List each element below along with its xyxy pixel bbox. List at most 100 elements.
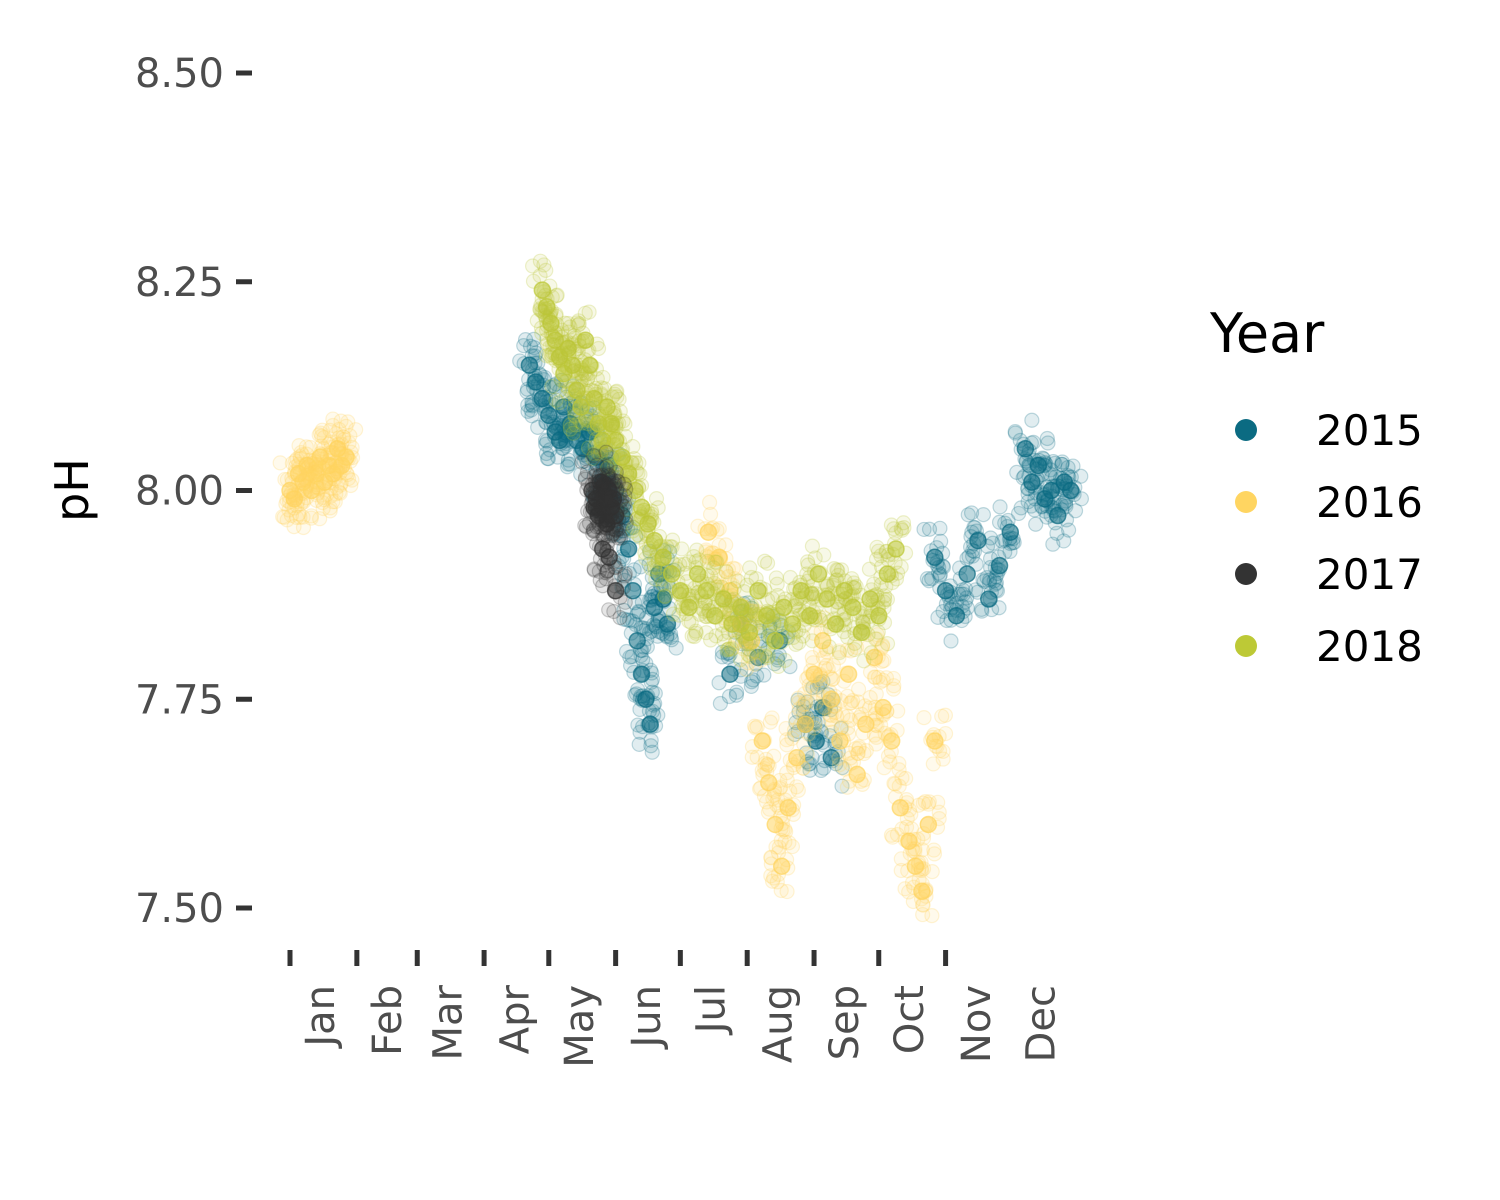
data-point-jitter [566,343,583,359]
data-point-jitter [633,620,649,636]
data-point-jitter [703,632,719,648]
data-point-jitter [982,591,998,607]
data-point-jitter [815,650,832,666]
data-point-jitter [718,564,734,580]
data-point-jitter [901,802,918,818]
data-point-jitter [614,492,630,508]
data-point-jitter [757,755,773,772]
data-point-jitter [591,538,608,555]
data-point-jitter [560,418,577,434]
data-point [839,665,858,683]
data-point-jitter [544,378,560,394]
data-point-jitter [845,754,862,770]
data-point-jitter [839,708,856,725]
data-point-jitter [582,365,598,381]
data-point-jitter [709,522,725,538]
data-point-jitter [691,584,707,600]
data-point-jitter [573,466,589,482]
data-point-jitter [879,591,896,607]
data-point-jitter [1035,451,1052,467]
data-point-jitter [617,594,633,610]
data-point-jitter [1023,498,1039,514]
legend-label: 2015 [1316,406,1423,455]
x-tick-label: Sep [822,985,868,1060]
data-point-jitter [325,494,341,510]
data-point-jitter [931,804,947,820]
data-point-jitter [599,563,615,579]
data-point-jitter [782,659,798,675]
data-point-jitter [574,371,591,387]
data-point-jitter [919,570,936,587]
data-point-jitter [775,822,791,838]
data-point-jitter [974,603,990,619]
data-point-jitter [636,502,652,518]
data-point-jitter [913,861,929,877]
data-point-jitter [968,523,985,539]
data-point-jitter [964,524,980,540]
data-point-jitter [584,446,600,463]
data-point-jitter [844,693,861,709]
data-point-jitter [770,652,786,668]
data-point-jitter [817,660,833,676]
data-point-jitter [626,562,642,578]
data-point-jitter [647,591,663,607]
data-point-jitter [745,672,761,688]
data-point-jitter [606,458,623,474]
data-point-jitter [543,346,560,363]
data-point [861,590,879,608]
data-point-jitter [610,474,627,490]
data-point-jitter [914,842,930,858]
data-point-jitter [738,661,755,677]
data-point-jitter [675,601,691,617]
data-point-jitter [289,494,306,510]
data-point-jitter [562,421,578,437]
data-point-jitter [296,485,312,501]
data-point-jitter [314,428,330,444]
data-point-jitter [632,691,648,707]
data-point-jitter [584,445,601,461]
data-point [835,581,853,600]
data-point-jitter [1067,479,1083,496]
data-point-jitter [1045,453,1061,470]
data-point-jitter [721,641,737,657]
data-point-jitter [630,682,646,698]
data-point-jitter [736,610,752,626]
data-point-jitter [295,519,312,536]
data-point [757,607,776,625]
data-point-jitter [571,316,587,332]
series-2018 [524,253,914,675]
data-point [654,590,672,608]
data-point-jitter [991,549,1007,565]
data-point-jitter [831,750,847,766]
data-point-jitter [604,389,620,405]
data-point-jitter [598,565,614,581]
data-point-jitter [893,851,909,867]
x-tick-label: Nov [954,985,1000,1063]
data-point-jitter [295,494,312,510]
data-point-jitter [541,347,558,363]
data-point-jitter [577,469,594,486]
data-point-jitter [596,474,612,491]
data-point-jitter [608,384,624,400]
legend-key-2018 [1235,635,1257,657]
data-point-jitter [852,605,868,621]
data-point-jitter [714,649,730,665]
data-point-jitter [628,686,645,702]
data-point-jitter [531,366,547,382]
data-point-jitter [706,575,722,592]
data-point-jitter [905,893,921,910]
data-point-jitter [590,340,607,357]
data-point-jitter [555,440,571,456]
data-point-jitter [926,727,942,743]
data-point-jitter [526,331,542,347]
data-point-jitter [728,684,745,700]
data-point-jitter [915,830,932,846]
data-point-jitter [942,578,958,594]
data-point-jitter [931,559,947,576]
data-point-jitter [601,602,617,618]
data-point-jitter [868,686,884,702]
data-point-jitter [921,521,938,537]
data-point-jitter [714,644,731,660]
data-point-jitter [663,629,679,645]
data-point-jitter [1007,423,1023,440]
